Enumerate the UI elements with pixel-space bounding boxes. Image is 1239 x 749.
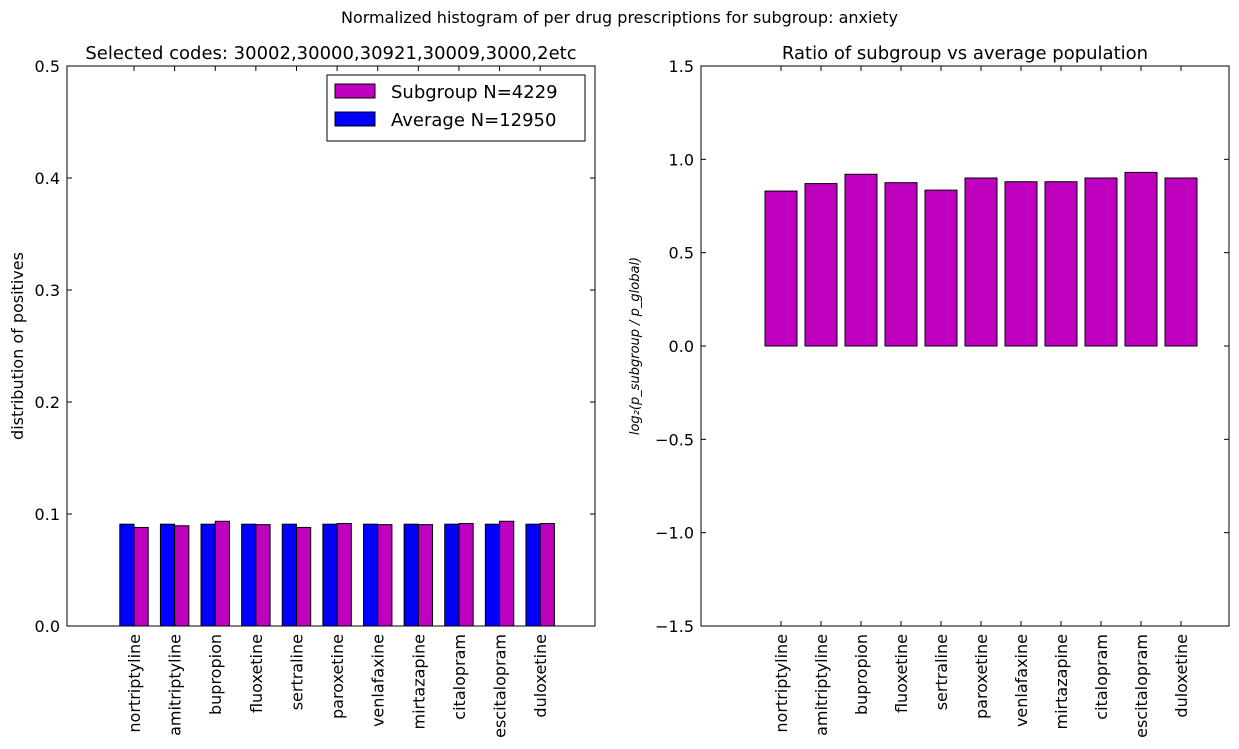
- ratio-bar-escitalopram: [1124, 171, 1158, 347]
- xtick-label-fluoxetine: fluoxetine: [247, 634, 266, 713]
- legend-label-average: Average N=12950: [391, 110, 556, 131]
- xtick-label-fluoxetine: fluoxetine: [892, 634, 911, 713]
- ratio-bar-fluoxetine: [884, 182, 918, 347]
- xtick-label-bupropion: bupropion: [206, 634, 225, 715]
- ytick-label: 1.5: [669, 57, 694, 76]
- xtick-label-venlafaxine: venlafaxine: [369, 634, 388, 727]
- ytick-label: 0.5: [35, 57, 60, 76]
- bar-subgroup-venlafaxine: [377, 524, 393, 627]
- left-chart-bars: [119, 520, 555, 627]
- left-chart-legend: Subgroup N=4229 Average N=12950: [326, 74, 586, 142]
- ratio-bar-nortriptyline: [764, 190, 798, 347]
- left-chart-yticks: 0.0 0.1 0.2 0.3 0.4 0.5: [35, 57, 595, 636]
- ratio-bar-mirtazapine: [1044, 181, 1078, 347]
- bar-subgroup-fluoxetine: [255, 524, 271, 627]
- left-chart-ylabel: distribution of positives: [8, 252, 27, 440]
- xtick-label-nortriptyline: nortriptyline: [772, 634, 791, 733]
- ytick-label: 0.0: [35, 617, 60, 636]
- right-chart-title: Ratio of subgroup vs average population: [782, 43, 1148, 64]
- bar-subgroup-amitriptyline: [174, 525, 190, 627]
- xtick-label-venlafaxine: venlafaxine: [1012, 634, 1031, 727]
- left-chart-frame: [66, 65, 596, 627]
- xtick-label-mirtazapine: mirtazapine: [409, 634, 428, 729]
- ratio-bar-sertraline: [924, 189, 958, 347]
- ratio-bar-duloxetine: [1164, 177, 1198, 347]
- ytick-label: −0.5: [655, 430, 694, 449]
- bar-average-venlafaxine: [362, 523, 379, 627]
- bar-subgroup-bupropion: [214, 520, 230, 627]
- right-chart-yticks: −1.5 −1.0 −0.5 0.0 0.5 1.0 1.5: [655, 57, 1229, 636]
- xtick-label-sertraline: sertraline: [287, 634, 306, 710]
- bar-subgroup-sertraline: [295, 526, 312, 627]
- ytick-label: 0.4: [35, 169, 60, 188]
- left-chart-xticks: nortriptyline amitriptyline bupropion fluox…: [125, 66, 550, 738]
- xtick-label-citalopram: citalopram: [450, 634, 469, 720]
- ytick-label: 0.3: [35, 281, 60, 300]
- xtick-label-sertraline: sertraline: [932, 634, 951, 710]
- xtick-label-amitriptyline: amitriptyline: [812, 634, 831, 736]
- ytick-label: 0.2: [35, 393, 60, 412]
- xtick-label-paroxetine: paroxetine: [972, 634, 991, 719]
- xtick-label-citalopram: citalopram: [1092, 634, 1111, 720]
- left-chart-title: Selected codes: 30002,30000,30921,30009,…: [85, 43, 576, 64]
- bar-average-bupropion: [200, 523, 216, 627]
- xtick-label-bupropion: bupropion: [852, 634, 871, 715]
- bar-average-fluoxetine: [241, 523, 257, 627]
- bar-subgroup-duloxetine: [539, 523, 555, 627]
- bar-average-nortriptyline: [119, 523, 135, 627]
- legend-swatch-subgroup: [334, 83, 376, 99]
- ytick-label: 0.5: [669, 244, 694, 263]
- bar-average-paroxetine: [322, 523, 338, 627]
- ytick-label: −1.0: [655, 524, 694, 543]
- bar-average-duloxetine: [525, 523, 541, 627]
- xtick-label-escitalopram: escitalopram: [491, 634, 510, 738]
- bar-average-mirtazapine: [403, 523, 419, 627]
- bar-average-escitalopram: [484, 523, 501, 627]
- ratio-bar-venlafaxine: [1004, 181, 1038, 347]
- bar-subgroup-mirtazapine: [417, 524, 434, 627]
- xtick-label-duloxetine: duloxetine: [531, 634, 550, 718]
- bar-average-citalopram: [444, 523, 460, 627]
- ratio-bar-citalopram: [1084, 177, 1118, 347]
- right-chart-xticks: nortriptyline amitriptyline bupropion fluox…: [772, 66, 1191, 738]
- ratio-bar-amitriptyline: [804, 183, 838, 347]
- bar-subgroup-paroxetine: [336, 523, 352, 627]
- bar-subgroup-nortriptyline: [133, 526, 149, 627]
- left-chart: Selected codes: 30002,30000,30921,30009,…: [8, 43, 596, 738]
- xtick-label-escitalopram: escitalopram: [1132, 634, 1151, 738]
- xtick-label-paroxetine: paroxetine: [328, 634, 347, 719]
- bar-average-sertraline: [281, 523, 297, 627]
- ytick-label: −1.5: [655, 617, 694, 636]
- xtick-label-duloxetine: duloxetine: [1172, 634, 1191, 718]
- ytick-label: 0.1: [35, 505, 60, 524]
- legend-label-subgroup: Subgroup N=4229: [391, 82, 558, 103]
- bar-average-amitriptyline: [159, 523, 176, 627]
- xtick-label-mirtazapine: mirtazapine: [1052, 634, 1071, 729]
- xtick-label-amitriptyline: amitriptyline: [166, 634, 185, 736]
- xtick-label-nortriptyline: nortriptyline: [125, 634, 144, 733]
- bar-subgroup-citalopram: [458, 523, 474, 627]
- right-chart-bars: [764, 171, 1198, 347]
- legend-swatch-average: [334, 111, 376, 127]
- ytick-label: 1.0: [669, 150, 694, 169]
- right-chart-ylabel: log₂(p_subgroup / p_global): [628, 257, 643, 435]
- right-chart: Ratio of subgroup vs average population …: [628, 43, 1230, 738]
- ratio-bar-paroxetine: [964, 177, 998, 347]
- ytick-label: 0.0: [669, 337, 694, 356]
- bar-subgroup-escitalopram: [499, 520, 515, 627]
- figure-suptitle: Normalized histogram of per drug prescri…: [340, 8, 899, 27]
- ratio-bar-bupropion: [844, 173, 878, 347]
